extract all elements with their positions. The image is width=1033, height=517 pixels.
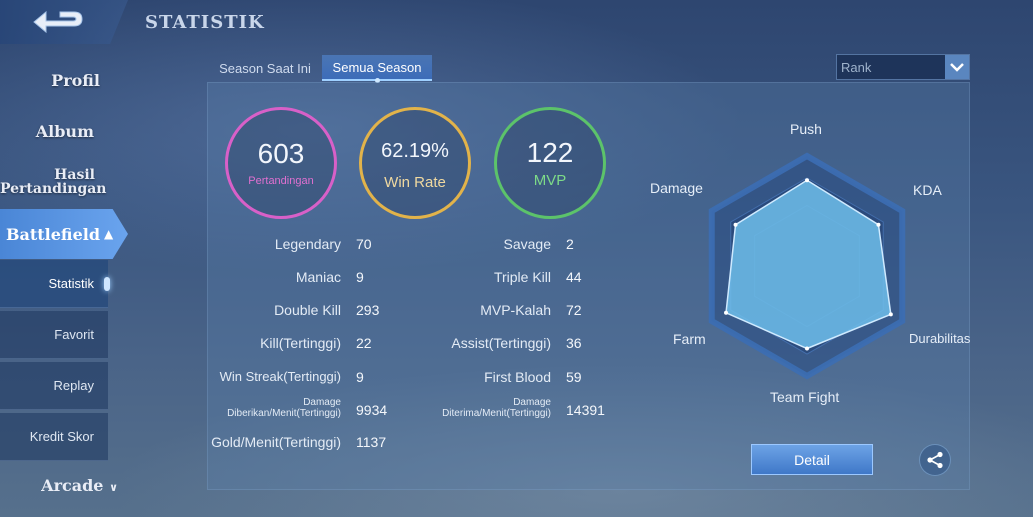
stat-label: Win Streak(Tertinggi) (219, 369, 341, 384)
share-icon (927, 451, 943, 469)
matches-value: 603 (257, 138, 305, 169)
stat-label: Savage (503, 236, 551, 252)
nav-profil[interactable]: Profil (51, 71, 100, 90)
radar-point (888, 312, 893, 317)
stat-label: Kill(Tertinggi) (260, 335, 341, 351)
nav-album[interactable]: Album (35, 122, 94, 141)
stat-label: First Blood (484, 369, 551, 385)
stat-value: 70 (356, 236, 372, 252)
radar-chart: Push KDA Durabilitas Team Fight Farm Dam… (640, 110, 980, 420)
tab-season-saat-ini[interactable]: Season Saat Ini (219, 60, 311, 76)
stat-label: Maniac (295, 269, 341, 285)
chevron-down-icon[interactable] (945, 55, 969, 79)
radar-label-damage: Damage (650, 180, 703, 196)
radar-label-team-fight: Team Fight (770, 389, 840, 405)
nav-arcade[interactable]: Arcade ∨ (0, 476, 118, 495)
sidebar-item-kredit-skor[interactable]: Kredit Skor (0, 413, 108, 461)
stat-label: Double Kill (274, 302, 341, 318)
nav-arcade-label: Arcade (41, 476, 104, 495)
sidebar-item-statistik[interactable]: Statistik (0, 260, 110, 308)
win-rate-label: Win Rate (384, 173, 446, 191)
chevron-down-icon: ∨ (109, 481, 118, 494)
radar-point (724, 310, 729, 315)
tab-semua-season[interactable]: Semua Season (322, 55, 432, 83)
radar-point (805, 346, 809, 351)
stat-label: Damage Diterima/Menit(Tertinggi) (442, 397, 551, 419)
stat-value: 22 (356, 335, 372, 351)
stat-label: Damage Diberikan/Menit(Tertinggi) (227, 397, 341, 419)
nav-hasil-line2: Pertandingan (0, 181, 107, 197)
nav-hasil-pertandingan[interactable]: Hasil Pertandingan (0, 167, 107, 197)
back-button[interactable] (0, 0, 128, 44)
mvp-value: 122 (526, 136, 574, 168)
matches-label: Pertandingan (248, 175, 314, 187)
stat-value: 59 (566, 369, 582, 385)
nav-battlefield[interactable]: Battlefield ▲ (0, 209, 128, 259)
radar-label-push: Push (790, 121, 822, 137)
stat-value: 14391 (566, 402, 605, 418)
radar-point (805, 178, 809, 183)
win-rate-value: 62.19% (381, 139, 449, 162)
stat-label: Triple Kill (493, 269, 551, 285)
stat-value: 2 (566, 236, 574, 252)
stat-label: Legendary (274, 236, 341, 252)
share-button[interactable] (919, 444, 951, 476)
detail-button[interactable]: Detail (751, 444, 873, 475)
radar-point (733, 222, 738, 227)
mvp-label: MVP (533, 171, 567, 189)
sidebar-item-favorit[interactable]: Favorit (0, 311, 108, 359)
page-title: STATISTIK (145, 12, 265, 33)
sidebar-item-replay[interactable]: Replay (0, 362, 108, 410)
radar-point (876, 222, 881, 227)
stat-label: Assist(Tertinggi) (451, 335, 551, 351)
matches-circle: 603 Pertandingan (225, 107, 337, 219)
nav-hasil-line1: Hasil (54, 167, 95, 183)
stat-value: 9934 (356, 402, 388, 418)
rank-select[interactable]: Rank (836, 54, 970, 80)
chevron-up-icon: ▲ (104, 227, 114, 241)
stat-value: 9 (356, 369, 364, 385)
radar-label-farm: Farm (673, 331, 706, 347)
sidebar: Profil Album Hasil Pertandingan Battlefi… (0, 0, 130, 517)
radar-svg (708, 152, 906, 380)
stat-label: MVP-Kalah (480, 302, 551, 318)
stat-value: 44 (566, 269, 582, 285)
win-rate-circle: 62.19% Win Rate (359, 107, 471, 219)
nav-battlefield-label: Battlefield (6, 224, 101, 244)
stat-value: 293 (356, 302, 380, 318)
stat-label: Gold/Menit(Tertinggi) (211, 434, 341, 450)
radar-label-kda: KDA (913, 182, 942, 198)
radar-label-durabilitas: Durabilitas (909, 331, 971, 346)
rank-select-value: Rank (841, 59, 872, 75)
stat-value: 9 (356, 269, 364, 285)
mvp-circle: 122 MVP (494, 107, 606, 219)
stat-value: 36 (566, 335, 582, 351)
stat-value: 1137 (356, 434, 387, 450)
stat-value: 72 (566, 302, 582, 318)
back-arrow-icon (33, 10, 83, 34)
